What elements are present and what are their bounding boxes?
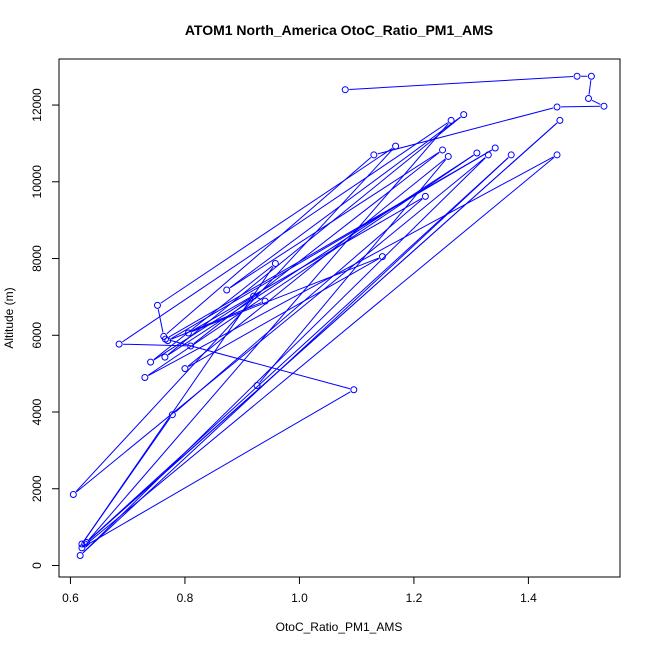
data-point [491,144,499,152]
data-point [181,365,189,373]
series-segment [153,265,273,361]
series-segment [167,116,461,356]
data-point [184,329,192,337]
chart-title: ATOM1 North_America OtoC_Ratio_PM1_AMS [185,22,493,38]
series-segment [84,157,555,546]
data-point [444,152,452,160]
data-point [253,382,261,390]
x-tick-label: 0.8 [177,591,194,605]
series-segment [187,158,446,367]
data-point [392,142,400,150]
y-tick-label: 8000 [30,245,44,272]
data-point [553,103,561,111]
y-tick-label: 0 [30,562,44,569]
series-segment [170,149,493,340]
series-segment [148,156,554,377]
series-segment [76,157,486,493]
data-point [141,373,149,381]
series-segment [175,198,423,413]
data-point [370,151,378,159]
series-segment [188,258,380,368]
data-point [556,116,564,124]
y-tick-label: 4000 [30,398,44,425]
data-point [341,86,349,94]
y-tick-label: 12000 [30,88,44,122]
data-point [587,72,595,80]
data-point [460,111,468,119]
series-segment [169,339,351,390]
series-segment [85,391,351,547]
series-segment [166,157,372,335]
series-segment [157,309,164,333]
series-segment [82,157,486,554]
data-point [76,552,84,560]
series-segment [171,302,262,340]
x-tick-label: 0.6 [62,591,79,605]
series-segment [191,197,423,332]
data-point [78,544,86,552]
data-point [378,253,386,261]
x-axis-label: OtoC_Ratio_PM1_AMS [276,620,403,634]
plot-frame [58,58,621,578]
x-tick-label: 1.2 [406,591,423,605]
data-point [350,386,358,394]
data-point [187,342,195,350]
series-segment [591,99,601,105]
x-tick-label: 1.4 [520,591,537,605]
series-segment [167,154,474,356]
data-point [161,353,169,361]
series-segment [191,257,379,332]
series-segment [75,148,394,492]
x-axis: 0.6 0.8 1.0 1.2 1.4 [62,576,537,605]
series-segment [87,157,509,542]
data-point [600,102,608,110]
data-point [164,337,172,345]
data-point [115,340,123,348]
series-segment [82,157,509,554]
series-segment [83,417,171,542]
data-point [447,116,455,124]
data-point [271,260,279,268]
data-point [507,151,515,159]
series-segment [229,116,461,289]
x-tick-label: 1.0 [291,591,308,605]
y-axis-label: Altitude (m) [2,287,16,348]
series-segment [259,159,447,383]
series-segment [122,122,449,343]
data-point [573,72,581,80]
data-point [153,301,161,309]
data-point [439,146,447,154]
data-point [147,358,155,366]
series-segment [561,105,600,108]
data-point [82,538,90,546]
data-point [78,540,86,548]
series-segment [349,75,574,90]
data-point [69,491,77,499]
data-point [250,292,258,300]
data-point [473,149,481,157]
data-point [223,286,231,294]
series-segment [160,147,393,304]
series-segment [588,80,592,95]
data-point [585,95,593,103]
series-segment [377,107,554,155]
data-point [553,151,561,159]
series-segment [257,297,262,300]
data-point [168,411,176,419]
y-tick-label: 2000 [30,475,44,502]
data-point [421,192,429,200]
series-segment [153,297,251,361]
data-point [484,151,492,159]
y-tick-label: 6000 [30,322,44,349]
y-axis: 0 2000 4000 6000 8000 10000 12000 [30,88,60,569]
y-tick-label: 10000 [30,165,44,199]
series-layer [69,72,608,560]
data-point [261,297,269,305]
series-segment [89,122,558,541]
